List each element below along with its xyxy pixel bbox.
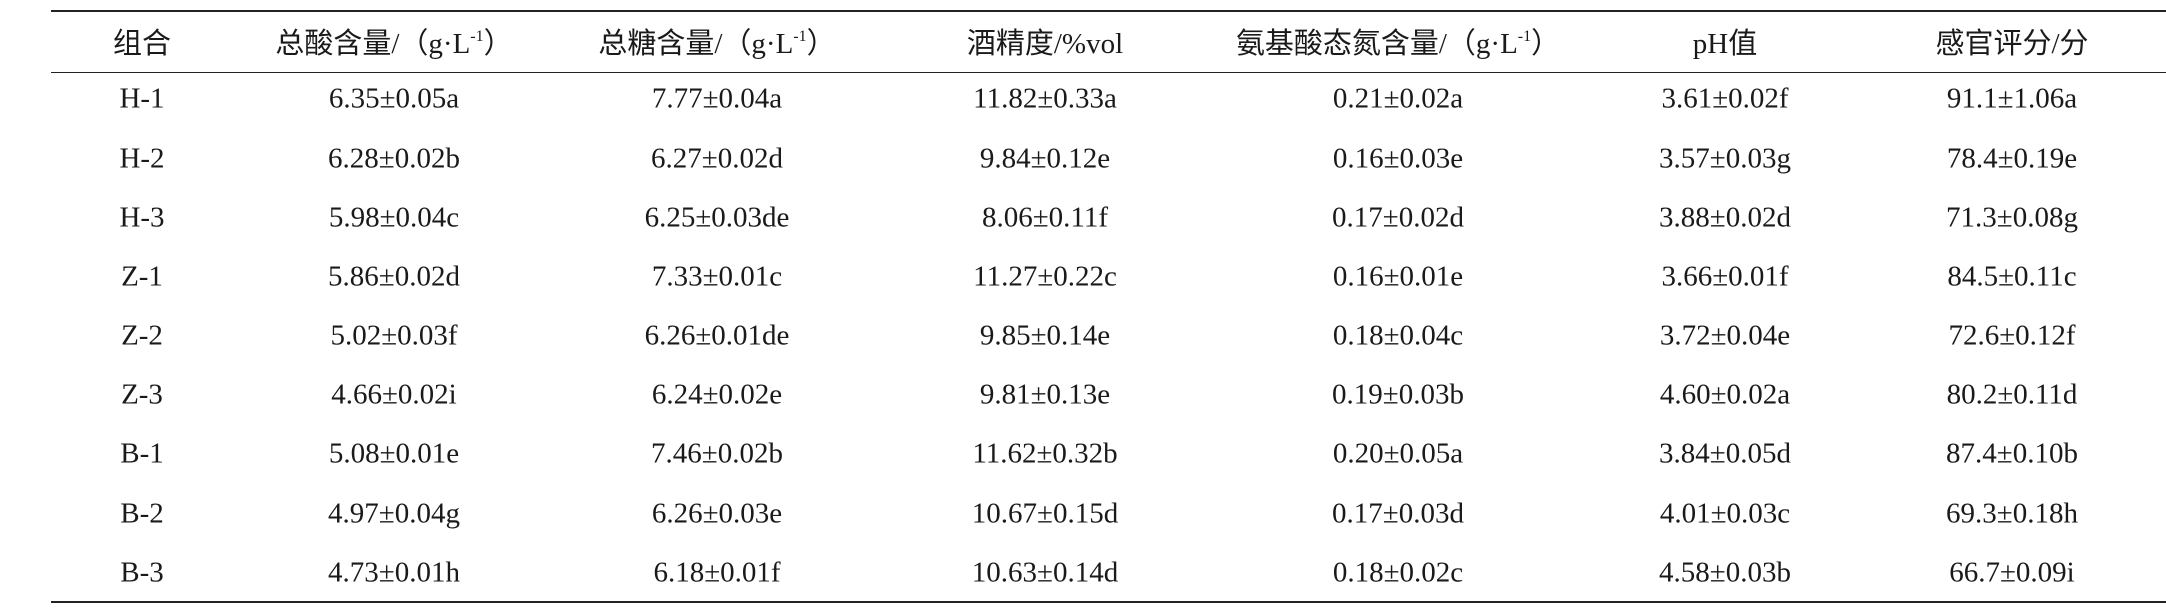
data-cell: 0.17±0.02d (1332, 201, 1464, 234)
header-cell: pH值 (1693, 20, 1757, 62)
header-text: 总糖含量/（g·L (598, 28, 794, 60)
data-cell: 91.1±1.06a (1946, 82, 2078, 115)
superscript: -1 (793, 28, 807, 45)
header-cell: 氨基酸态氮含量/（g·L-1） (1236, 20, 1560, 62)
group-label: H-1 (119, 82, 165, 115)
data-cell: 5.86±0.02d (328, 260, 460, 293)
data-cell: 0.16±0.03e (1332, 142, 1464, 175)
header-text: 酒精度/%vol (966, 28, 1124, 60)
data-cell: 9.85±0.14e (979, 319, 1111, 352)
group-label: Z-1 (121, 260, 163, 293)
data-cell: 0.17±0.03d (1332, 497, 1464, 530)
data-cell: 0.18±0.04c (1332, 319, 1464, 352)
data-cell: 6.25±0.03de (644, 201, 790, 234)
group-label: B-3 (120, 556, 164, 589)
data-cell: 4.73±0.01h (328, 556, 460, 589)
header-cell: 感官评分/分 (1935, 20, 2088, 62)
header-text: 组合 (112, 28, 172, 60)
data-cell: 78.4±0.19e (1946, 142, 2078, 175)
data-cell: 4.97±0.04g (328, 497, 460, 530)
data-cell: 71.3±0.08g (1946, 201, 2078, 234)
data-cell: 6.26±0.03e (651, 497, 783, 530)
data-cell: 0.20±0.05a (1332, 437, 1464, 470)
data-cell: 5.02±0.03f (330, 319, 458, 352)
data-cell: 4.60±0.02a (1659, 378, 1791, 411)
data-cell: 11.62±0.32b (972, 437, 1118, 470)
data-cell: 11.27±0.22c (973, 260, 1117, 293)
data-cell: 87.4±0.10b (1946, 437, 2078, 470)
header-text: ） (483, 28, 513, 60)
group-label: Z-2 (121, 319, 163, 352)
top-rule (51, 10, 2166, 12)
data-cell: 10.67±0.15d (971, 497, 1119, 530)
header-cell: 总酸含量/（g·L-1） (275, 20, 512, 62)
data-cell: 6.27±0.02d (651, 142, 783, 175)
header-text: 感官评分/分 (1935, 28, 2089, 60)
data-cell: 11.82±0.33a (973, 82, 1117, 115)
data-cell: 66.7±0.09i (1949, 556, 2075, 589)
data-cell: 6.35±0.05a (328, 82, 460, 115)
header-cell: 组合 (113, 20, 171, 62)
data-cell: 4.58±0.03b (1659, 556, 1791, 589)
header-rule (51, 72, 2166, 73)
data-cell: 9.84±0.12e (979, 142, 1111, 175)
data-cell: 4.01±0.03c (1659, 497, 1791, 530)
data-cell: 7.77±0.04a (651, 82, 783, 115)
group-label: B-2 (120, 497, 164, 530)
data-cell: 0.18±0.02c (1332, 556, 1464, 589)
data-cell: 69.3±0.18h (1946, 497, 2078, 530)
data-cell: 6.28±0.02b (328, 142, 460, 175)
header-text: ） (806, 28, 836, 60)
data-cell: 7.46±0.02b (651, 437, 783, 470)
data-cell: 9.81±0.13e (979, 378, 1111, 411)
header-cell: 酒精度/%vol (967, 20, 1123, 62)
data-cell: 72.6±0.12f (1948, 319, 2076, 352)
data-cell: 3.61±0.02f (1661, 82, 1789, 115)
superscript: -1 (1517, 28, 1532, 45)
data-cell: 0.21±0.02a (1332, 82, 1464, 115)
data-cell: 0.16±0.01e (1332, 260, 1464, 293)
group-label: H-2 (119, 142, 165, 175)
data-cell: 3.84±0.05d (1659, 437, 1791, 470)
bottom-rule (51, 601, 2166, 603)
data-cell: 5.08±0.01e (328, 437, 460, 470)
group-label: B-1 (120, 437, 164, 470)
data-cell: 3.88±0.02d (1659, 201, 1791, 234)
header-text: 氨基酸态氮含量/（g·L (1235, 28, 1518, 60)
data-cell: 84.5±0.11c (1947, 260, 2077, 293)
data-cell: 80.2±0.11d (1946, 378, 2078, 411)
data-cell: 3.66±0.01f (1661, 260, 1789, 293)
group-label: Z-3 (121, 378, 163, 411)
data-cell: 6.24±0.02e (651, 378, 783, 411)
header-text: 总酸含量/（g·L (275, 28, 471, 60)
header-text: pH值 (1692, 28, 1758, 60)
data-cell: 6.18±0.01f (653, 556, 781, 589)
superscript: -1 (470, 28, 484, 45)
data-cell: 3.57±0.03g (1659, 142, 1791, 175)
data-cell: 10.63±0.14d (971, 556, 1119, 589)
data-cell: 4.66±0.02i (331, 378, 457, 411)
data-cell: 6.26±0.01de (644, 319, 790, 352)
header-text: ） (1531, 28, 1561, 60)
group-label: H-3 (119, 201, 165, 234)
header-cell: 总糖含量/（g·L-1） (598, 20, 835, 62)
data-cell: 7.33±0.01c (651, 260, 783, 293)
data-cell: 3.72±0.04e (1659, 319, 1791, 352)
data-cell: 8.06±0.11f (982, 201, 1108, 234)
data-cell: 5.98±0.04c (328, 201, 460, 234)
data-cell: 0.19±0.03b (1332, 378, 1464, 411)
